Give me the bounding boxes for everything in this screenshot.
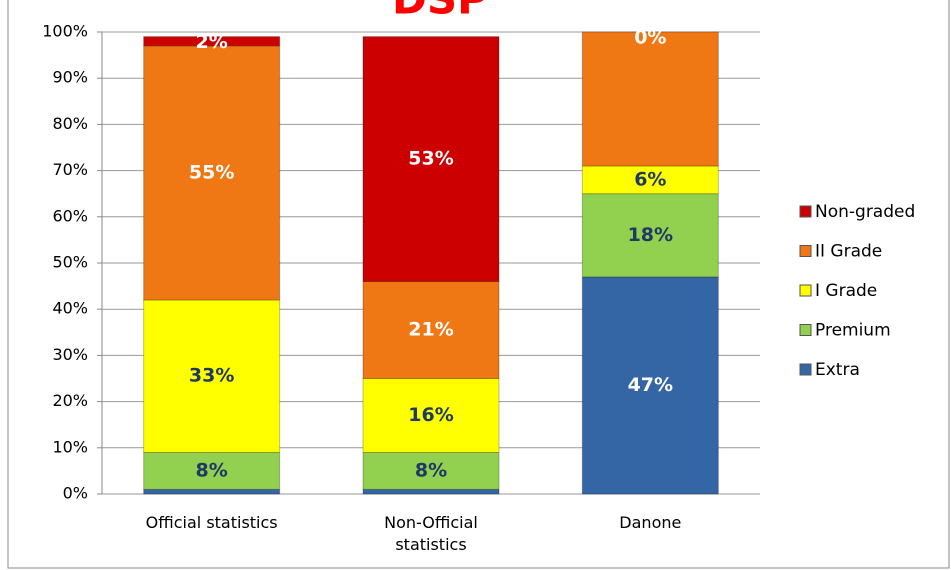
legend-swatch (799, 324, 812, 336)
data-label: 2% (196, 31, 228, 53)
y-tick-label: 60% (52, 206, 88, 225)
data-label: 8% (196, 459, 228, 481)
bar-segment (362, 488, 500, 495)
y-tick-label: 20% (52, 391, 88, 410)
legend-label: Extra (815, 360, 860, 380)
legend-label: Non-graded (815, 202, 915, 222)
bar-segment (581, 276, 719, 495)
legend-swatch (799, 284, 812, 297)
x-tick-label: Official statistics (145, 513, 278, 532)
bar-segment (362, 36, 500, 282)
chart-title: DSP (392, 0, 488, 24)
legend-label: I Grade (815, 281, 877, 301)
bar-segment (143, 451, 281, 490)
y-tick-label: 50% (52, 253, 88, 272)
data-label: 8% (415, 459, 447, 481)
y-tick-label: 100% (42, 22, 88, 41)
data-label: 33% (189, 365, 234, 387)
data-label: 53% (408, 148, 453, 170)
bar-segment (362, 451, 500, 490)
y-tick-label: 30% (52, 345, 88, 364)
legend-label: II Grade (815, 242, 882, 262)
x-tick-label: Non-Official statistics (384, 513, 478, 554)
data-label: 21% (408, 318, 453, 340)
bar-segment (143, 36, 281, 47)
bar-segment (581, 165, 719, 195)
frame (7, 0, 950, 569)
bar-segment (581, 193, 719, 278)
y-tick-label: 90% (52, 68, 88, 87)
y-tick-label: 10% (52, 437, 88, 456)
bar-segment (143, 299, 281, 453)
legend-swatch (799, 205, 812, 218)
x-tick-label: Danone (619, 513, 682, 532)
data-label: 6% (634, 168, 666, 190)
data-label: 47% (628, 374, 673, 396)
y-tick-label: 80% (52, 114, 88, 133)
bar-segment (362, 280, 500, 380)
y-tick-label: 40% (52, 299, 88, 318)
data-label: 16% (408, 404, 453, 426)
data-label: 18% (628, 224, 673, 246)
data-label: 55% (189, 161, 234, 183)
y-tick-label: 0% (63, 484, 88, 503)
bar-segment (143, 45, 281, 301)
legend-swatch (799, 363, 812, 376)
y-tick-label: 70% (52, 160, 88, 179)
bar-segment (143, 488, 281, 495)
legend-swatch (799, 245, 812, 257)
bar-segment (581, 31, 719, 167)
data-label: 0% (634, 27, 666, 49)
legend-label: Premium (815, 321, 891, 341)
